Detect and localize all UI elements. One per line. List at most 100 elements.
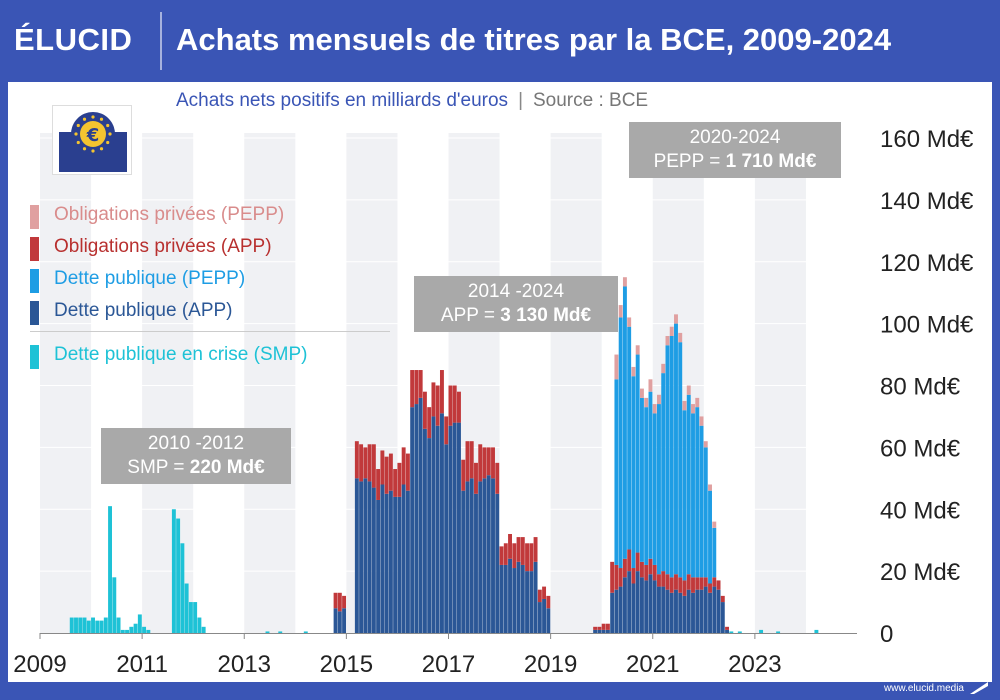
bar-segment — [686, 385, 691, 395]
legend-label: Dette publique en crise (SMP) — [54, 344, 308, 365]
legend-label: Dette publique (PEPP) — [54, 268, 246, 289]
bar-segment — [371, 444, 376, 488]
bar-segment — [712, 577, 717, 587]
bar-segment — [682, 580, 687, 596]
bar-segment — [639, 397, 644, 562]
legend-label: Obligations privées (APP) — [54, 236, 272, 257]
bar-segment — [112, 577, 117, 633]
bar-segment — [461, 459, 466, 491]
bar-segment — [435, 425, 440, 633]
bar-segment — [405, 490, 410, 633]
bar-segment — [503, 543, 508, 565]
bar-segment — [635, 571, 640, 633]
bar-segment — [699, 589, 704, 633]
y-tick-label: 20 Md€ — [880, 559, 961, 586]
bar-segment — [737, 631, 742, 633]
annotation-value: 3 130 Md€ — [500, 305, 592, 326]
bar-segment — [388, 453, 393, 491]
x-tick-label: 2015 — [320, 651, 373, 678]
bar-segment — [627, 317, 632, 327]
subtitle-text: Achats nets positifs en milliards d'euro… — [176, 90, 509, 111]
bar-segment — [674, 314, 678, 324]
bar-segment — [397, 462, 402, 497]
annotation-period: 2020-2024 — [689, 127, 781, 148]
y-tick-label: 40 Md€ — [880, 497, 961, 524]
bar-segment — [405, 453, 410, 491]
bar-segment — [512, 543, 517, 569]
bar-segment — [418, 397, 423, 633]
bar-segment — [525, 571, 530, 633]
bar-segment — [695, 407, 700, 578]
bar-segment — [695, 577, 700, 590]
bar-segment — [482, 478, 487, 633]
bar-segment — [359, 481, 364, 633]
bar-segment — [91, 617, 95, 633]
bar-segment — [644, 564, 649, 581]
bar-segment — [410, 407, 415, 633]
year-band — [142, 133, 194, 633]
y-tick-label: 120 Md€ — [880, 250, 974, 277]
x-tick-label: 2023 — [728, 651, 781, 678]
bar-segment — [618, 317, 623, 569]
bar-segment — [78, 617, 83, 633]
star-icon — [106, 140, 110, 145]
bar-segment — [648, 391, 653, 559]
year-band — [754, 133, 806, 633]
bar-segment — [593, 629, 598, 633]
bar-segment — [376, 469, 381, 500]
brand-logo[interactable]: ÉLUCID — [14, 22, 133, 57]
bar-segment — [678, 342, 683, 578]
bar-segment — [631, 568, 636, 584]
bar-segment — [635, 345, 640, 355]
bar-segment — [725, 629, 730, 633]
bar-segment — [695, 589, 700, 633]
bar-segment — [639, 577, 644, 633]
bar-segment — [691, 404, 695, 414]
bar-segment — [674, 323, 678, 575]
annotation-period: 2010 -2012 — [147, 433, 245, 454]
bar-segment — [669, 577, 674, 593]
footer-url[interactable]: www.elucid.media — [883, 683, 964, 694]
annotation-period: 2014 -2024 — [467, 281, 565, 302]
bar-segment — [674, 574, 678, 590]
bar-segment — [431, 382, 436, 417]
bar-segment — [120, 629, 125, 633]
annotation-label: PEPP = — [653, 151, 726, 172]
y-tick-label: 100 Md€ — [880, 312, 974, 339]
bar-segment — [682, 595, 687, 633]
bar-segment — [627, 326, 632, 550]
bar-segment — [393, 469, 398, 497]
annotation-smp: 2010 -2012 SMP = 220 Md€ — [101, 428, 291, 484]
bar-segment — [627, 571, 632, 633]
bar-segment — [171, 509, 176, 633]
bar-segment — [508, 558, 512, 633]
bar-segment — [542, 598, 547, 633]
bar-segment — [699, 425, 704, 578]
bar-segment — [657, 404, 661, 575]
bar-segment — [678, 577, 683, 593]
star-icon — [108, 132, 112, 136]
bar-segment — [648, 558, 653, 575]
bar-segment — [601, 623, 606, 630]
bar-segment — [367, 444, 372, 482]
bar-segment — [486, 447, 491, 476]
bar-segment — [644, 407, 649, 565]
bar-segment — [363, 478, 368, 633]
bar-segment — [776, 631, 781, 633]
year-band — [550, 133, 602, 633]
bar-segment — [605, 623, 610, 630]
legend-label: Obligations privées (PEPP) — [54, 204, 285, 225]
bar-segment — [631, 376, 636, 569]
chart-title: Achats mensuels de titres par la BCE, 20… — [176, 22, 892, 57]
annotation-label: APP = — [440, 305, 501, 326]
bar-segment — [669, 326, 674, 336]
bar-segment — [367, 481, 372, 633]
bar-segment — [384, 456, 389, 494]
bar-segment — [725, 626, 730, 630]
bar-segment — [495, 493, 500, 633]
bar-segment — [708, 592, 712, 633]
bar-segment — [631, 366, 636, 377]
x-tick-label: 2009 — [13, 651, 66, 678]
elucid-mark-icon — [970, 682, 988, 694]
bar-segment — [695, 397, 700, 408]
